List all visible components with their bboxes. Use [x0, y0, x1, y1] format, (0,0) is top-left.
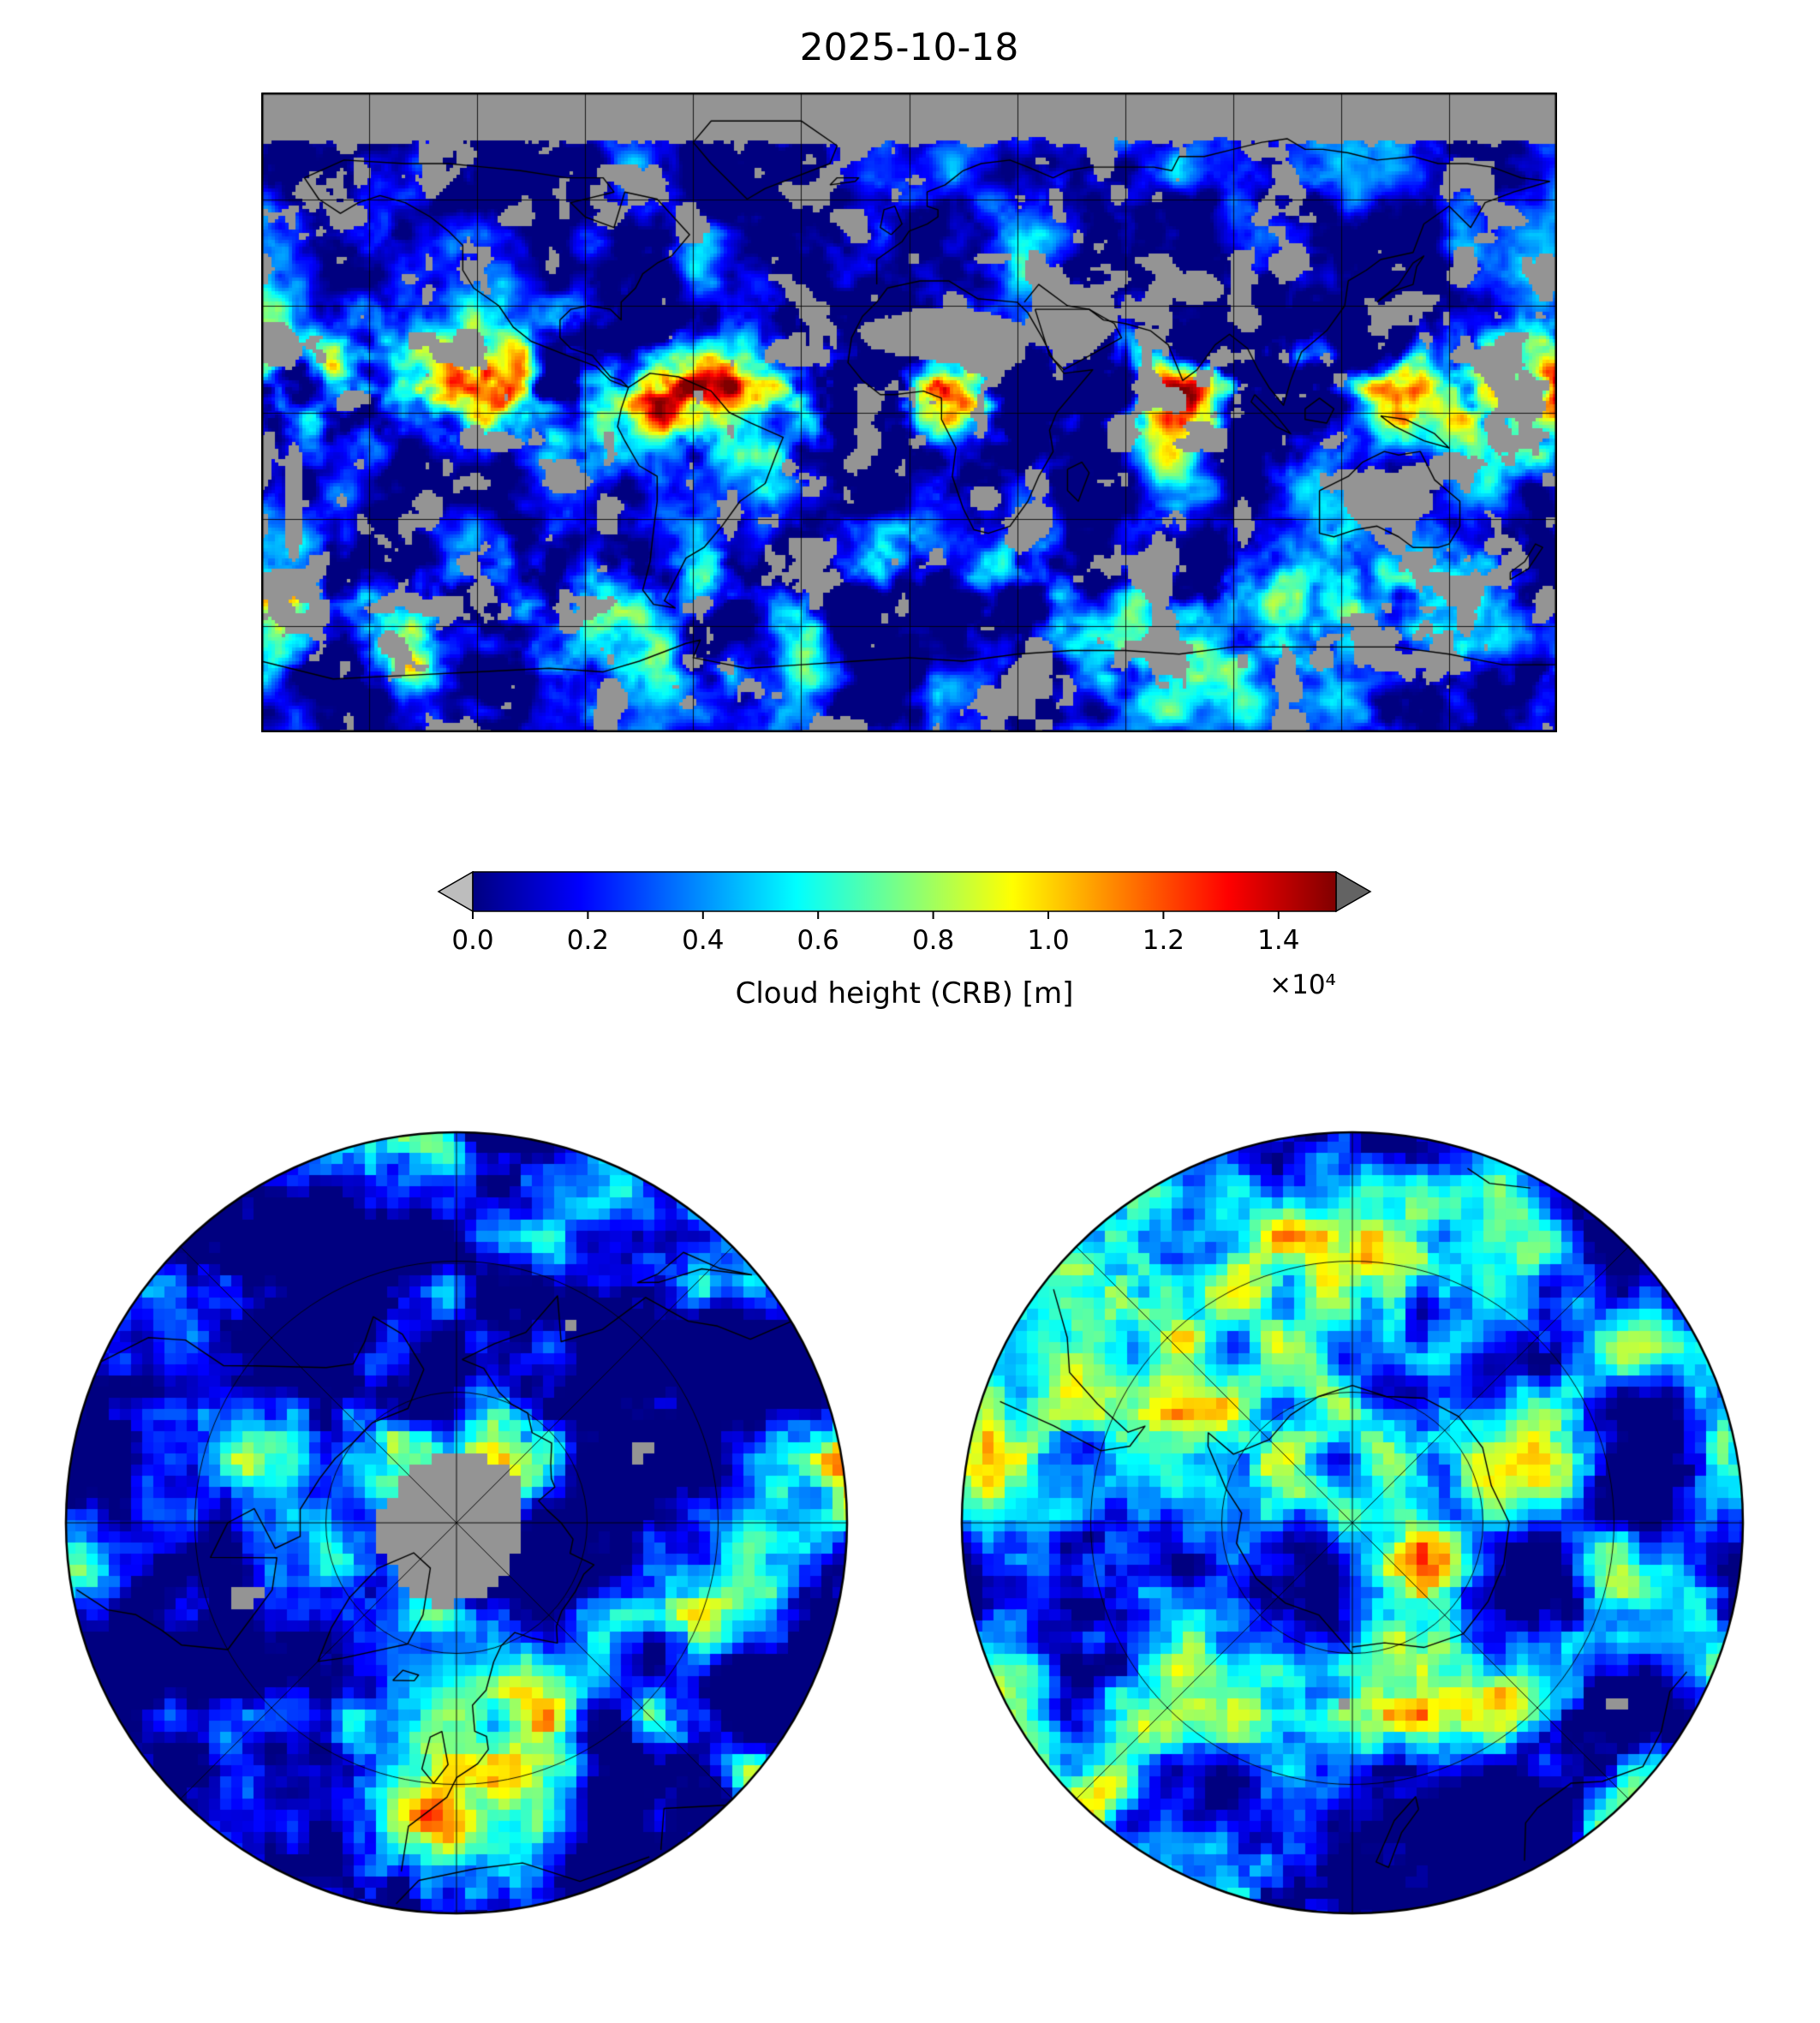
colorbar-over-arrow: [1335, 871, 1372, 913]
colorbar-tick-label: 1.0: [1027, 925, 1070, 956]
colorbar-tick-label: 0.6: [797, 925, 839, 956]
colorbar-tick-label: 0.4: [682, 925, 725, 956]
colorbar-tick-marks: [472, 911, 1280, 919]
global-cloud-height-map: [261, 92, 1557, 732]
north-polar-cloud-height-map: [64, 1131, 849, 1915]
colorbar-exponent: ×10⁴: [1269, 970, 1336, 1000]
colorbar-tick-labels: 0.0 0.2 0.4 0.6 0.8 1.0 1.2 1.4: [437, 925, 1372, 961]
colorbar-label: Cloud height (CRB) [m]: [735, 976, 1074, 1011]
colorbar-tick-label: 0.2: [566, 925, 610, 956]
colorbar-tick-label: 1.2: [1142, 925, 1185, 956]
colorbar-tick-label: 0.8: [911, 925, 955, 956]
colorbar-tick-label: 1.4: [1257, 925, 1300, 956]
colorbar: [437, 871, 1372, 919]
south-polar-cloud-height-map: [960, 1131, 1745, 1915]
colorbar-tick-label: 0.0: [451, 925, 494, 956]
colorbar-under-arrow: [437, 871, 474, 913]
figure-title: 2025-10-18: [799, 26, 1019, 69]
colorbar-gradient-bar: [472, 871, 1337, 912]
